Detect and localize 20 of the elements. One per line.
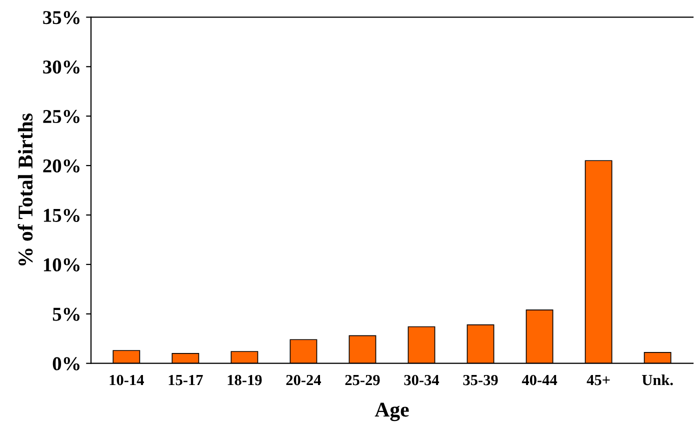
x-tick-label: 15-17 — [168, 374, 203, 386]
y-tick-label: 15% — [44, 208, 80, 222]
x-tick-label: Unk. — [642, 374, 673, 386]
x-tick-label: 18-19 — [228, 374, 262, 386]
x-tick-label: 20-24 — [286, 374, 322, 386]
x-tick-label: 10-14 — [110, 374, 144, 386]
x-tick-label: 40-44 — [522, 374, 558, 386]
x-axis-title: Age — [374, 402, 409, 422]
y-tick-label: 20% — [43, 159, 80, 173]
y-tick-label: 5% — [52, 308, 80, 321]
x-tick-label: 35-39 — [463, 374, 498, 386]
x-tick-label: 25-29 — [345, 374, 380, 386]
y-tick-label: 25% — [43, 110, 80, 124]
y-tick-label: 35% — [43, 11, 80, 24]
y-axis-title: % of Total Births — [18, 114, 33, 266]
x-tick-label: 45+ — [586, 375, 610, 386]
y-tick-label: 30% — [43, 60, 80, 74]
x-tick-label: 30-34 — [404, 374, 440, 386]
y-tick-label: 0% — [52, 357, 80, 370]
y-tick-label: 10% — [44, 258, 80, 272]
